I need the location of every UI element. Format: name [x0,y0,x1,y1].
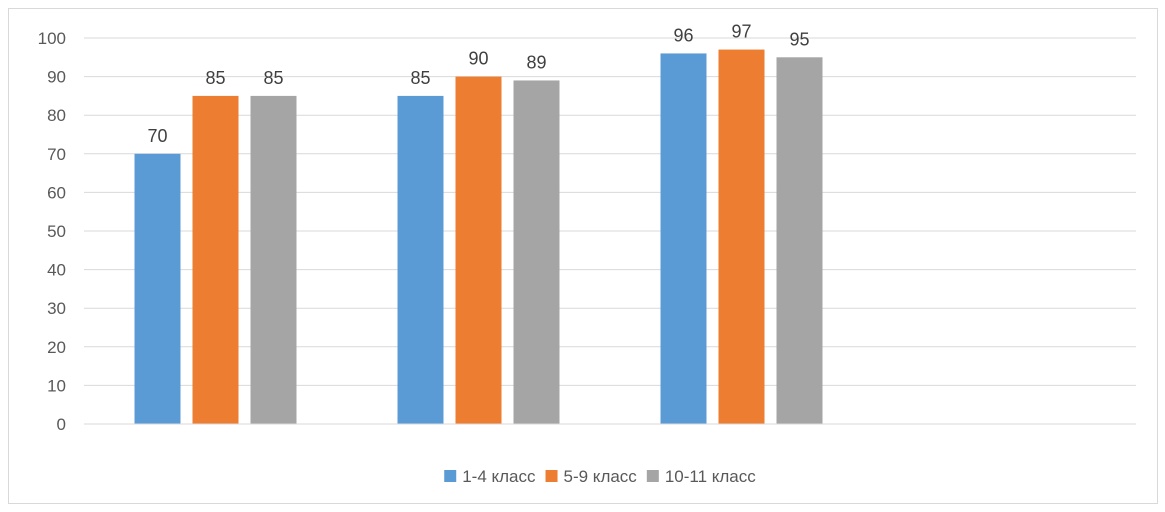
y-tick-label-80: 80 [47,106,66,125]
data-label-series1-group1: 70 [147,126,167,146]
bar-series3-group1 [250,95,297,425]
data-label-series3-group2: 89 [526,52,546,72]
y-tick-label-20: 20 [47,338,66,357]
bar-series2-group1 [192,95,239,425]
legend-swatch-3 [646,470,659,482]
bar-series2-group2 [455,76,502,424]
gridlines [84,37,1136,386]
data-labels: 70 85 96 85 90 97 85 89 95 [147,22,809,146]
data-label-series3-group1: 85 [263,68,283,88]
legend-swatch-2 [545,470,558,482]
y-tick-label-0: 0 [57,415,66,434]
y-tick-label-100: 100 [38,29,66,48]
y-tick-label-90: 90 [47,68,66,87]
bars [134,49,823,425]
bar-series1-group3 [660,53,707,424]
bar-series3-group3 [776,57,823,425]
data-label-series1-group2: 85 [410,68,430,88]
y-tick-label-30: 30 [47,299,66,318]
data-label-series1-group3: 96 [673,25,693,45]
bar-series3-group2 [513,80,560,425]
legend-label-3: 10-11 класс [665,467,756,486]
legend: 1-4 класс 5-9 класс 10-11 класс [444,467,756,486]
data-label-series2-group2: 90 [468,49,488,69]
y-tick-label-60: 60 [47,183,66,202]
y-tick-label-50: 50 [47,222,66,241]
y-tick-label-40: 40 [47,261,66,280]
bar-series1-group2 [397,95,444,425]
y-tick-label-70: 70 [47,145,66,164]
data-label-series2-group1: 85 [205,68,225,88]
data-label-series3-group3: 95 [789,29,809,49]
bar-series1-group1 [134,153,181,425]
legend-swatch-1 [444,470,457,482]
bar-series2-group3 [718,49,765,425]
legend-label-1: 1-4 класс [462,467,536,486]
data-label-series2-group3: 97 [731,22,751,42]
y-axis-tick-labels: 0 10 20 30 40 50 60 70 80 90 100 [38,29,66,434]
legend-label-2: 5-9 класс [564,467,638,486]
y-tick-label-10: 10 [47,376,66,395]
